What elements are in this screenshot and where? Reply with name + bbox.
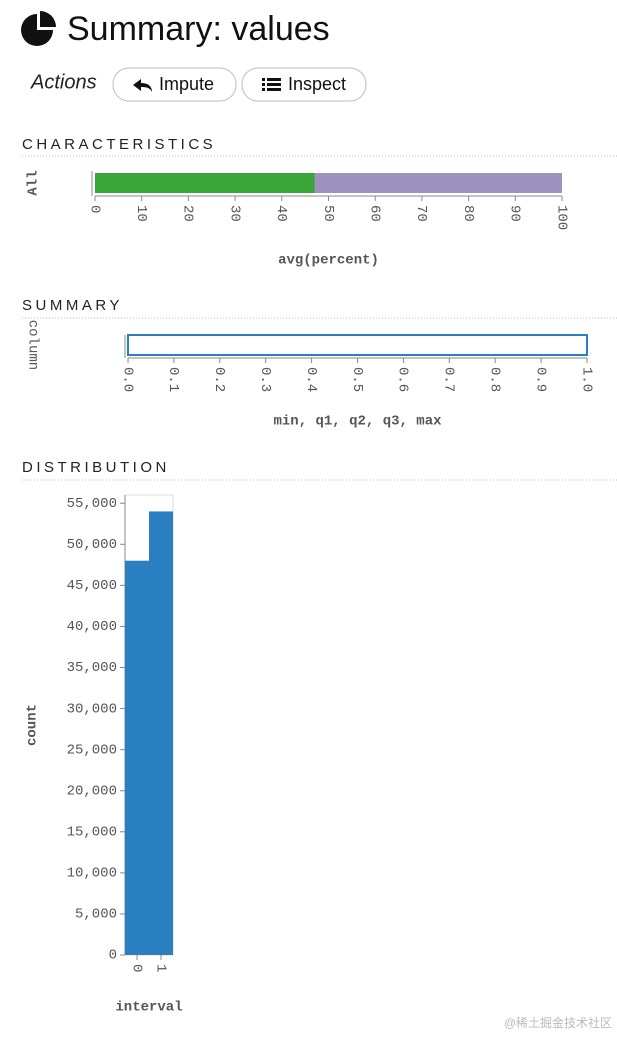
x-tick-label: 0.2 bbox=[211, 367, 227, 392]
impute-button[interactable] bbox=[112, 67, 237, 102]
y-tick-label: 35,000 bbox=[67, 660, 117, 676]
x-tick-label: 90 bbox=[507, 205, 523, 222]
x-tick-label: 0.8 bbox=[486, 367, 502, 392]
section-title: DISTRIBUTION bbox=[22, 459, 170, 476]
y-tick-label: 15,000 bbox=[67, 824, 117, 840]
y-tick-label: 40,000 bbox=[67, 619, 117, 635]
x-tick-label: 80 bbox=[460, 205, 476, 222]
x-axis-label: avg(percent) bbox=[278, 253, 379, 269]
bar-segment bbox=[314, 173, 562, 193]
y-tick-label: column bbox=[24, 320, 40, 370]
y-tick-label: 25,000 bbox=[67, 742, 117, 758]
x-tick-label: 100 bbox=[553, 205, 569, 230]
actions-label: Actions bbox=[30, 71, 97, 93]
x-tick-label: 0.5 bbox=[349, 367, 365, 392]
page-title: Summary: values bbox=[67, 10, 330, 48]
bar bbox=[125, 560, 149, 955]
y-tick-label: 5,000 bbox=[75, 907, 117, 923]
button-label: Impute bbox=[159, 74, 214, 94]
y-tick-label: 50,000 bbox=[67, 537, 117, 553]
inspect-button[interactable] bbox=[241, 67, 367, 102]
x-axis-label: interval bbox=[115, 1000, 182, 1016]
x-tick-label: 0 bbox=[128, 964, 144, 972]
x-axis-label: min, q1, q2, q3, max bbox=[273, 414, 442, 430]
list-icon bbox=[262, 78, 281, 91]
box bbox=[127, 334, 588, 356]
bar-segment bbox=[95, 173, 315, 193]
x-tick-label: 0.7 bbox=[441, 367, 457, 392]
x-tick-label: 0.3 bbox=[257, 367, 273, 392]
x-tick-label: 0.6 bbox=[395, 367, 411, 392]
y-tick-label: All bbox=[26, 170, 42, 195]
x-tick-label: 30 bbox=[226, 205, 242, 222]
x-tick-label: 50 bbox=[320, 205, 336, 222]
x-tick-label: 0.9 bbox=[532, 367, 548, 392]
x-tick-label: 20 bbox=[180, 205, 196, 222]
watermark: @稀土掘金技术社区 bbox=[504, 1015, 612, 1030]
button-label: Inspect bbox=[288, 74, 346, 94]
x-tick-label: 10 bbox=[133, 205, 149, 222]
y-tick-label: 10,000 bbox=[67, 866, 117, 882]
pie-icon bbox=[21, 11, 56, 46]
x-tick-label: 40 bbox=[273, 205, 289, 222]
x-tick-label: 0.0 bbox=[119, 367, 135, 392]
x-tick-label: 1.0 bbox=[578, 367, 594, 392]
section-title: CHARACTERISTICS bbox=[22, 136, 216, 153]
x-tick-label: 0.4 bbox=[303, 367, 319, 392]
y-tick-label: 55,000 bbox=[67, 496, 117, 512]
y-axis-label: count bbox=[25, 704, 41, 746]
x-tick-label: 60 bbox=[366, 205, 382, 222]
section-title: SUMMARY bbox=[22, 297, 123, 314]
x-tick-label: 70 bbox=[413, 205, 429, 222]
y-tick-label: 20,000 bbox=[67, 783, 117, 799]
undo-icon bbox=[133, 79, 152, 92]
x-tick-label: 0.1 bbox=[165, 367, 181, 392]
y-tick-label: 0 bbox=[109, 948, 117, 964]
x-tick-label: 0 bbox=[86, 205, 102, 213]
y-tick-label: 45,000 bbox=[67, 578, 117, 594]
y-tick-label: 30,000 bbox=[67, 701, 117, 717]
x-tick-label: 1 bbox=[152, 964, 168, 972]
bar bbox=[149, 511, 173, 955]
